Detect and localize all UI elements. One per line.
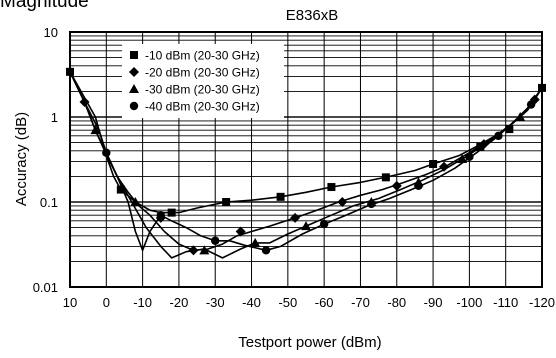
series-4-point <box>319 219 329 229</box>
x-tick-label: -120 <box>529 295 555 310</box>
header-cropped-text: Magnitude <box>0 0 89 12</box>
series-2-point <box>79 97 90 108</box>
x-tick-label: -100 <box>456 295 482 310</box>
series-4-point <box>465 152 474 162</box>
x-tick-label: -80 <box>387 295 406 310</box>
series-4-point <box>526 100 536 109</box>
x-tick-label: -60 <box>315 295 334 310</box>
x-tick-label: -20 <box>170 295 189 310</box>
y-tick-label: 0.1 <box>40 195 58 210</box>
series-1-point <box>505 125 514 134</box>
legend-label-4: -40 dBm (20-30 GHz) <box>145 100 260 114</box>
y-tick-label: 10 <box>44 25 58 40</box>
series-4-point <box>211 236 220 245</box>
x-tick-label: -110 <box>493 295 518 310</box>
legend: -10 dBm (20-30 GHz) -20 dBm (20-30 GHz) -3… <box>122 44 284 118</box>
series-3-point <box>515 112 526 121</box>
series-2-point <box>478 139 489 150</box>
series-1-point <box>327 183 336 192</box>
series-1-point <box>276 192 285 201</box>
series-line-4 <box>69 71 543 252</box>
series-1-point <box>429 159 438 168</box>
series-4-point <box>414 181 423 191</box>
series-3-point <box>199 245 210 255</box>
series-4-point <box>156 210 165 220</box>
series-2-point <box>337 197 348 207</box>
series-1-point <box>222 198 231 206</box>
y-axis-label: Accuracy (dB) <box>13 112 30 206</box>
legend-marker-1 <box>130 51 138 59</box>
y-tick-label: 1 <box>51 110 58 125</box>
y-tick-labels: 10 1 0.1 0.01 <box>33 25 58 295</box>
x-tick-label: 10 <box>63 295 77 310</box>
x-axis-label: Testport power (dBm) <box>238 334 381 351</box>
series-2-point <box>188 245 199 256</box>
series-2-point <box>290 212 301 223</box>
legend-label-1: -10 dBm (20-30 GHz) <box>145 49 260 63</box>
y-tick-label: 0.01 <box>33 280 58 295</box>
series-1-point <box>116 185 125 194</box>
series-1-point <box>167 208 176 217</box>
legend-label-2: -20 dBm (20-30 GHz) <box>145 66 260 80</box>
series-1-point <box>381 173 390 182</box>
x-tick-label: -30 <box>206 295 225 310</box>
x-tick-labels: 10 0 -10 -20 -30 -40 -50 -60 -70 -80 -90 -100 -110 -1… <box>63 295 555 310</box>
x-tick-label: 0 <box>103 295 110 310</box>
legend-marker-2 <box>129 67 139 77</box>
series-3-point <box>130 197 141 206</box>
series-3-point <box>457 154 468 164</box>
series-2-point <box>235 226 246 237</box>
x-tick-label: -40 <box>242 295 261 310</box>
x-tick-label: -70 <box>351 295 370 310</box>
legend-marker-3 <box>129 84 139 93</box>
x-tick-label: -10 <box>133 295 152 310</box>
x-tick-label: -50 <box>278 295 297 310</box>
series-2-point <box>391 180 402 191</box>
legend-label-3: -30 dBm (20-30 GHz) <box>145 83 260 97</box>
chart-title: E836xB <box>286 7 339 24</box>
series-3-point <box>250 237 261 247</box>
legend-box <box>122 44 284 118</box>
legend-marker-4 <box>129 101 139 111</box>
series-1-point <box>476 142 485 151</box>
series-2-point <box>438 161 449 172</box>
plot-frame <box>69 31 543 288</box>
series-4-point <box>367 199 376 209</box>
series-4-point <box>494 131 503 141</box>
series-3-point <box>90 125 101 135</box>
series-4-point <box>261 246 271 255</box>
series-4-point <box>102 148 111 157</box>
series-3-point <box>301 221 311 231</box>
series-markers <box>66 67 546 256</box>
x-tick-label: -90 <box>424 295 443 310</box>
